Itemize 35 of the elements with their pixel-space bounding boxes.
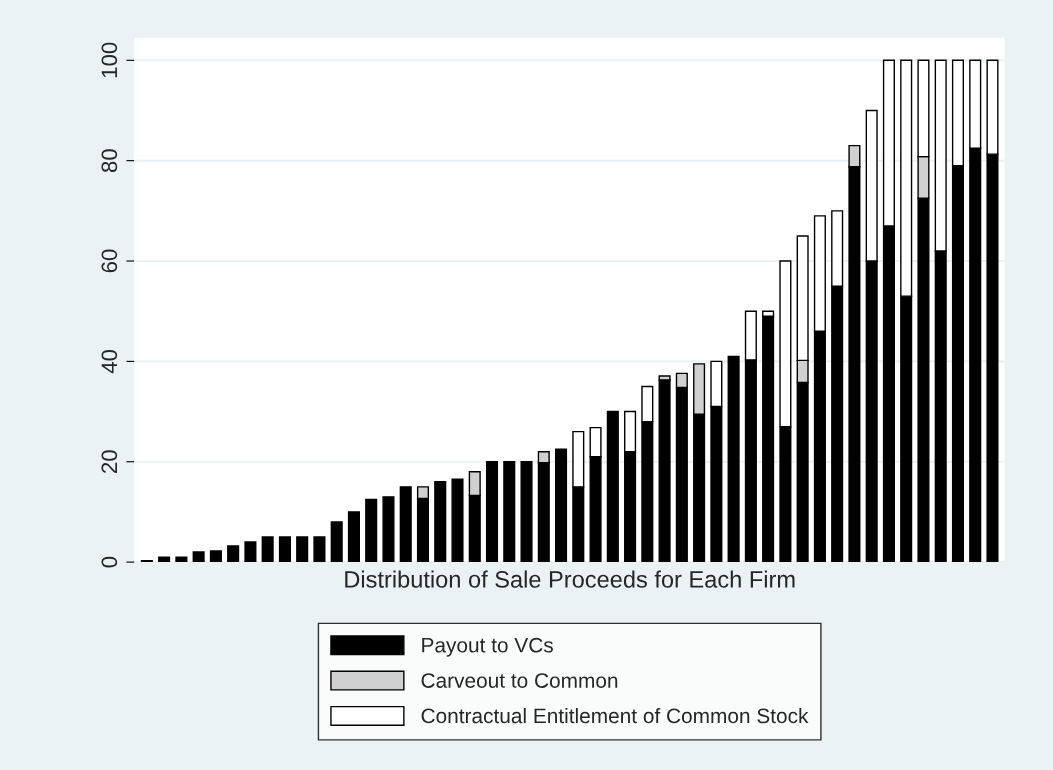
bar: [399, 486, 412, 563]
y-tick-label: 80: [101, 149, 118, 173]
bar: [727, 355, 740, 563]
bar: [365, 498, 378, 563]
x-axis-title: Distribution of Sale Proceeds for Each Firm: [345, 570, 795, 588]
bar: [485, 461, 499, 563]
y-tick-label: 20: [101, 450, 118, 473]
bar: [503, 461, 516, 563]
legend-label: Carveout to Common: [421, 673, 618, 688]
bar: [278, 536, 291, 563]
y-tick-label: 40: [101, 349, 118, 374]
bar: [175, 556, 188, 563]
y-tick-label: 0: [101, 556, 118, 568]
bar: [313, 536, 326, 563]
legend-label: Contractual Entitlement of Common Stock: [421, 707, 809, 724]
bar: [658, 379, 671, 563]
bar: [330, 521, 343, 563]
bar: [606, 410, 619, 563]
legend-label: Payout to VCs: [422, 637, 553, 657]
y-tick-label: 60: [101, 249, 118, 273]
bar: [382, 496, 395, 563]
bar: [296, 536, 309, 563]
bar: [762, 315, 775, 563]
bar: [554, 448, 568, 563]
bar: [244, 541, 257, 563]
bar: [520, 461, 533, 563]
bar: [451, 478, 464, 563]
bar: [227, 545, 240, 563]
bar: [209, 550, 222, 563]
bar: [192, 551, 205, 563]
bar: [434, 481, 447, 563]
bar: [347, 511, 360, 563]
y-tick-label: 100: [101, 42, 118, 78]
bar: [158, 556, 171, 563]
bar: [261, 536, 274, 563]
